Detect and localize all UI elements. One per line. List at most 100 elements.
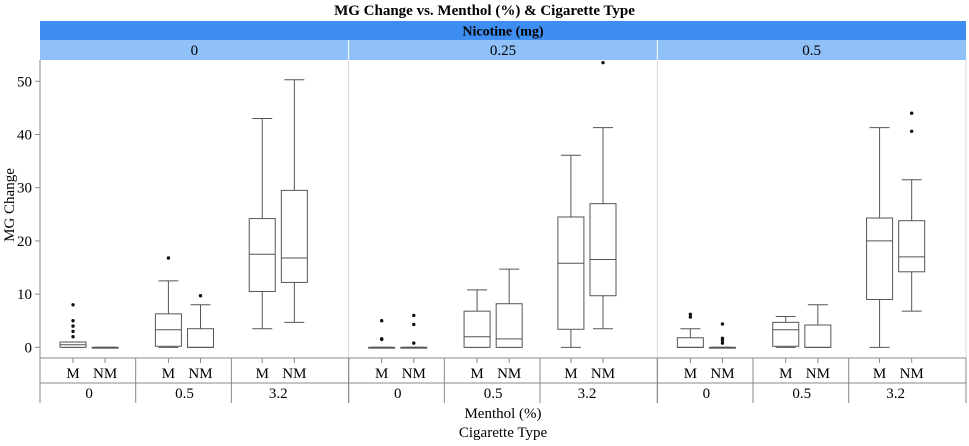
- facet-strip-label: 0: [191, 43, 199, 59]
- menthol-level-label: 3.2: [578, 386, 597, 402]
- outlier-point: [720, 336, 725, 341]
- outlier-point: [71, 329, 75, 334]
- cigarette-type-label: M: [256, 366, 269, 382]
- box-body: [866, 217, 894, 300]
- x-axis-title-menthol: Menthol (%): [464, 406, 541, 422]
- box-body: [676, 337, 704, 348]
- outlier-point: [379, 337, 384, 341]
- outlier-point: [198, 294, 203, 298]
- menthol-level-label: 0: [85, 386, 93, 402]
- outlier-point: [379, 319, 384, 323]
- cigarette-type-label: M: [564, 366, 577, 382]
- box-0.5-NM: [804, 304, 832, 348]
- box-body: [898, 220, 926, 273]
- box-body: [248, 218, 276, 292]
- box-3.2-M: [557, 154, 585, 348]
- box-0.5-M: [463, 289, 491, 348]
- menthol-level-label: 0.5: [792, 386, 811, 402]
- box-body: [557, 216, 585, 330]
- y-tick-label: 10: [17, 287, 32, 303]
- box-0.5-M: [154, 256, 182, 348]
- box-0.5-NM: [495, 268, 523, 348]
- outlier-point: [71, 303, 75, 307]
- chart-title: MG Change vs. Menthol (%) & Cigarette Ty…: [334, 3, 635, 19]
- cigarette-type-label: NM: [806, 366, 830, 382]
- box-0-NM: [708, 322, 736, 349]
- cigarette-type-label: M: [66, 366, 79, 382]
- outlier-point: [688, 315, 693, 319]
- box-3.2-NM: [589, 60, 617, 330]
- facet-strip-0: [40, 40, 349, 60]
- outlier-point: [71, 319, 75, 323]
- box-body: [804, 324, 832, 348]
- menthol-level-label: 3.2: [886, 386, 905, 402]
- outlier-point: [720, 322, 725, 326]
- box-0-NM: [400, 313, 428, 349]
- cigarette-type-label: NM: [282, 366, 306, 382]
- box-body: [463, 310, 491, 348]
- outlier-point: [412, 313, 416, 318]
- facet-strip-2: [657, 40, 966, 60]
- cigarette-type-label: NM: [188, 366, 212, 382]
- box-body: [280, 189, 308, 283]
- box-3.2-M: [866, 127, 894, 348]
- y-tick-label: 0: [25, 340, 33, 356]
- outlier-point: [412, 341, 416, 345]
- facet-header-strip: [40, 21, 966, 40]
- y-tick-label: 30: [17, 181, 32, 197]
- cigarette-type-label: NM: [402, 366, 426, 382]
- cigarette-type-label: NM: [591, 366, 615, 382]
- outlier-point: [71, 335, 75, 339]
- facet-strip-label: 0.25: [490, 43, 516, 59]
- outlier-point: [909, 111, 914, 115]
- cigarette-type-label: M: [162, 366, 175, 382]
- box-0-M: [676, 312, 704, 348]
- menthol-level-label: 0: [394, 386, 402, 402]
- outlier-point: [71, 324, 75, 328]
- box-3.2-M: [248, 118, 276, 330]
- cigarette-type-label: M: [779, 366, 792, 382]
- y-tick-label: 40: [17, 128, 32, 144]
- outlier-point: [909, 129, 914, 134]
- box-0.5-NM: [187, 294, 215, 348]
- cigarette-type-label: NM: [710, 366, 734, 382]
- facet-title: Nicotine (mg): [462, 25, 544, 40]
- cigarette-type-label: NM: [900, 366, 924, 382]
- outlier-point: [412, 322, 416, 327]
- box-0-M: [59, 303, 87, 348]
- box-0-M: [368, 319, 396, 349]
- cigarette-type-label: NM: [93, 366, 117, 382]
- x-axis-title-cigarette-type: Cigarette Type: [459, 425, 548, 441]
- box-3.2-NM: [280, 79, 308, 323]
- plot-panels: [59, 60, 967, 358]
- y-axis-title: MG Change: [2, 168, 18, 242]
- cigarette-type-label: M: [375, 366, 388, 382]
- y-tick-label: 50: [17, 74, 32, 90]
- outlier-point: [601, 60, 605, 65]
- box-0-NM: [91, 346, 119, 349]
- box-body: [495, 303, 523, 348]
- y-axis: 0 10 20 30 40 50: [17, 60, 41, 358]
- cigarette-type-label: NM: [497, 366, 521, 382]
- facet-value-strips: 0 0.25 0.5: [40, 40, 966, 60]
- menthol-level-label: 0: [703, 386, 711, 402]
- facet-strip-1: [348, 40, 658, 60]
- outlier-point: [688, 312, 693, 317]
- outlier-point: [166, 256, 171, 260]
- menthol-level-label: 3.2: [269, 386, 288, 402]
- x-axis: M NM M NM M NM0 0.5 3.2M NM M NM M NM0 0.5 3.2M NM M NM M N…: [39, 357, 967, 403]
- outlier-point: [720, 341, 725, 345]
- menthol-level-label: 0.5: [175, 386, 194, 402]
- y-tick-label: 20: [17, 234, 32, 250]
- box-body: [772, 321, 800, 347]
- cigarette-type-label: M: [684, 366, 697, 382]
- cigarette-type-label: M: [873, 366, 886, 382]
- box-body: [589, 203, 617, 297]
- box-0.5-M: [772, 315, 800, 348]
- cigarette-type-label: M: [470, 366, 483, 382]
- box-3.2-NM: [898, 111, 926, 312]
- box-body: [187, 328, 215, 348]
- facet-strip-label: 0.5: [802, 43, 821, 59]
- menthol-level-label: 0.5: [484, 386, 503, 402]
